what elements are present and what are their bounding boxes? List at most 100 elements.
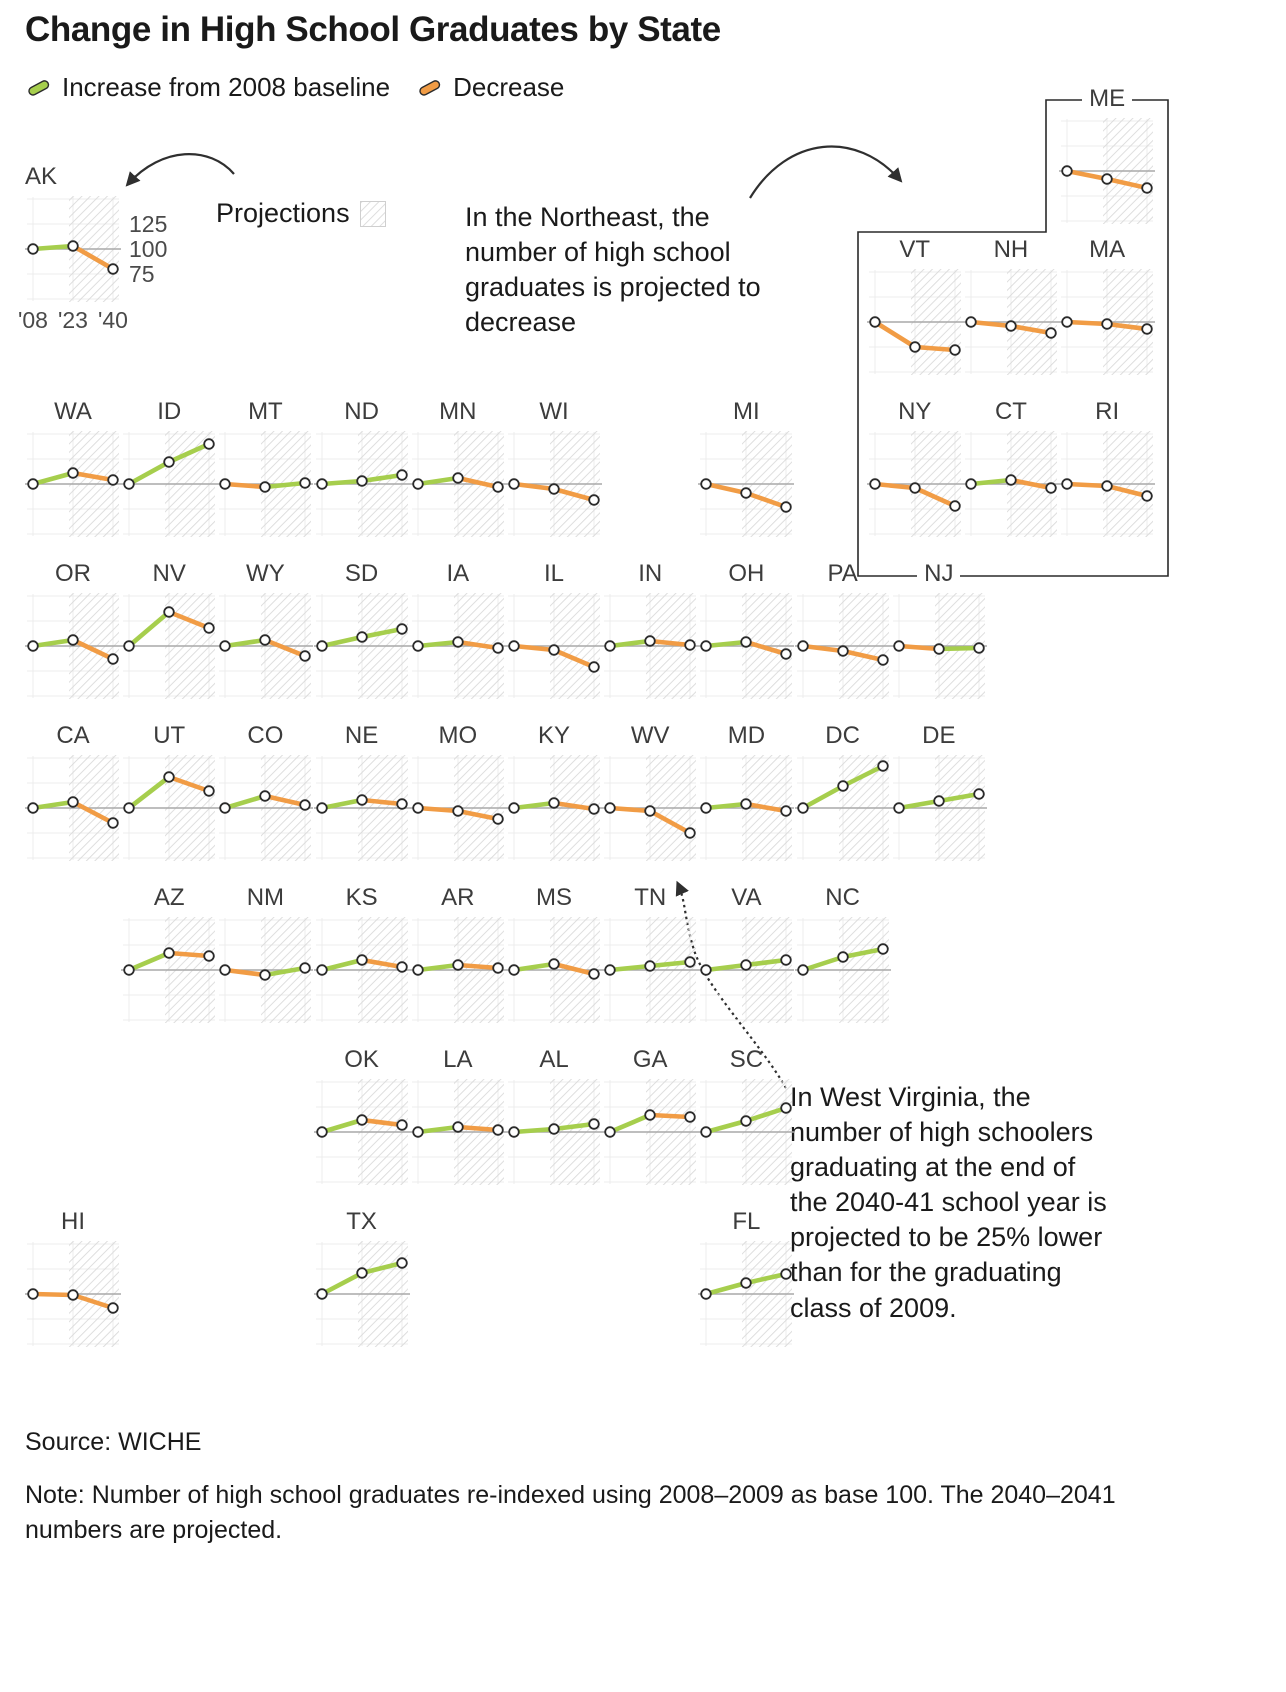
state-label-WI: WI xyxy=(539,398,569,425)
mini-chart-OR xyxy=(25,593,121,699)
state-tile-NY: NY xyxy=(866,398,963,540)
mini-chart-MD xyxy=(698,755,795,861)
mini-chart-NE xyxy=(313,755,410,861)
legend-decrease-label: Decrease xyxy=(453,72,565,102)
northeast-annotation: In the Northeast, the number of high sch… xyxy=(465,202,761,338)
state-label-NV: NV xyxy=(152,560,186,587)
state-tile-MD: MD xyxy=(698,722,795,864)
state-label-NE: NE xyxy=(344,722,379,749)
mini-chart-ID xyxy=(121,431,218,537)
state-tile-WY: WY xyxy=(217,560,314,702)
mini-chart-GA xyxy=(602,1079,699,1185)
state-label-MS: MS xyxy=(536,884,572,911)
state-tile-WA: WA xyxy=(25,398,121,540)
state-label-MN: MN xyxy=(439,398,477,425)
state-label-NM: NM xyxy=(246,884,285,911)
projection-hatch-swatch-icon xyxy=(359,200,386,227)
state-tile-KY: KY xyxy=(506,722,602,864)
projections-label: Projections xyxy=(216,198,350,228)
state-tile-DE: DE xyxy=(890,722,987,864)
y-axis-tick: 125 xyxy=(129,211,168,238)
legend-increase-label: Increase from 2008 baseline xyxy=(62,72,391,102)
decrease-swatch-icon xyxy=(419,80,441,96)
state-tile-OH: OH xyxy=(698,560,795,702)
mini-chart-TN xyxy=(602,917,699,1023)
state-tile-NH: NH xyxy=(962,236,1059,378)
mini-chart-FL xyxy=(698,1241,795,1347)
mini-chart-MN xyxy=(409,431,506,537)
state-label-NH: NH xyxy=(993,236,1029,263)
state-tile-SC: SC xyxy=(698,1046,795,1188)
state-label-MT: MT xyxy=(248,398,283,425)
mini-chart-AR xyxy=(409,917,506,1023)
mini-chart-OH xyxy=(698,593,795,699)
mini-chart-IA xyxy=(409,593,506,699)
state-label-ID: ID xyxy=(157,398,182,425)
state-label-WV: WV xyxy=(630,722,670,749)
state-label-VA: VA xyxy=(731,884,762,911)
mini-chart-VT xyxy=(866,269,963,375)
state-tile-DC: DC xyxy=(794,722,891,864)
state-label-VT: VT xyxy=(899,236,931,263)
state-label-WY: WY xyxy=(246,560,285,587)
mini-chart-WY xyxy=(217,593,314,699)
state-tile-WV: WV xyxy=(602,722,699,864)
y-axis-tick: 75 xyxy=(129,261,155,288)
state-tile-NJ: NJ xyxy=(890,560,987,702)
state-tile-CT: CT xyxy=(962,398,1059,540)
state-tile-AK: AK 125 100 75 '08 '23 '40 xyxy=(18,163,167,333)
northeast-arrow xyxy=(749,145,903,199)
x-axis-tick: '23 xyxy=(58,307,88,334)
state-label-MA: MA xyxy=(1089,236,1126,263)
mini-chart-WA xyxy=(25,431,121,537)
state-tile-NV: NV xyxy=(121,560,218,702)
mini-chart-CA xyxy=(25,755,121,861)
state-tile-SD: SD xyxy=(313,560,410,702)
state-label-RI: RI xyxy=(1095,398,1120,425)
state-tile-TX: TX xyxy=(313,1208,410,1350)
mini-chart-ND xyxy=(313,431,410,537)
mini-chart-MA xyxy=(1059,269,1156,375)
y-axis-tick: 100 xyxy=(129,236,168,263)
state-tile-WI: WI xyxy=(506,398,602,540)
mini-chart-NM xyxy=(217,917,314,1023)
mini-chart-NH xyxy=(962,269,1059,375)
state-tile-OR: OR xyxy=(25,560,121,702)
state-tile-GA: GA xyxy=(602,1046,699,1188)
state-label-DC: DC xyxy=(825,722,860,749)
west-virginia-arrow xyxy=(675,880,787,1089)
state-label-AR: AR xyxy=(441,884,475,911)
mini-chart-UT xyxy=(121,755,218,861)
mini-chart-RI xyxy=(1059,431,1156,537)
state-tile-UT: UT xyxy=(121,722,218,864)
state-tile-TN: TN xyxy=(602,884,699,1026)
state-tile-VA: VA xyxy=(698,884,795,1026)
state-tile-MT: MT xyxy=(217,398,314,540)
mini-chart-CT xyxy=(962,431,1059,537)
state-tile-IL: IL xyxy=(506,560,602,702)
source-text: Source: WICHE xyxy=(25,1428,202,1456)
mini-chart-DE xyxy=(890,755,987,861)
state-label-HI: HI xyxy=(61,1208,85,1235)
state-label-OR: OR xyxy=(55,560,91,587)
mini-chart-AL xyxy=(506,1079,602,1185)
mini-chart-AZ xyxy=(121,917,218,1023)
state-label-OK: OK xyxy=(344,1046,379,1073)
mini-chart-DC xyxy=(794,755,891,861)
mini-chart-OK xyxy=(313,1079,410,1185)
state-label-NJ: NJ xyxy=(917,560,961,590)
state-label-GA: GA xyxy=(632,1046,668,1073)
state-tile-RI: RI xyxy=(1059,398,1156,540)
legend-item-increase: Increase from 2008 baseline xyxy=(25,72,390,103)
state-label-ME: ME xyxy=(1082,85,1133,116)
state-label-KY: KY xyxy=(537,722,570,749)
state-tile-ME: ME xyxy=(1059,85,1156,227)
mini-chart-MI xyxy=(698,431,795,537)
mini-chart-IN xyxy=(602,593,699,699)
state-tile-IN: IN xyxy=(602,560,699,702)
legend: Increase from 2008 baseline Decrease xyxy=(25,72,564,103)
mini-chart-AK xyxy=(25,196,121,303)
x-axis-tick: '08 xyxy=(18,307,48,334)
state-tile-AR: AR xyxy=(409,884,506,1026)
